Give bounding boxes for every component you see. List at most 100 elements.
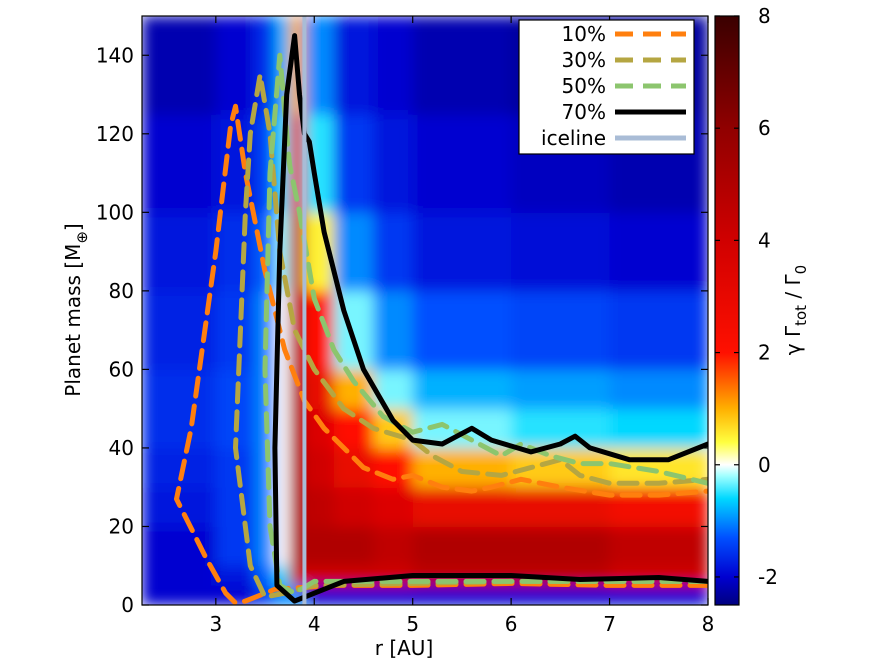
heat-cell: [373, 290, 414, 370]
heat-cell: [289, 212, 305, 292]
heat-cell: [373, 212, 414, 292]
colorbar-label: γ Γtot / Γ0: [781, 265, 810, 355]
heat-cell: [333, 16, 374, 115]
contour-line: [262, 52, 708, 596]
heat-cell: [255, 487, 276, 527]
heat-cell: [289, 565, 305, 586]
heat-cell: [142, 212, 217, 292]
colorbar-tick-label: 2: [758, 341, 771, 365]
heat-cell: [609, 526, 708, 567]
x-axis-label: r [AU]: [375, 636, 434, 660]
heat-cell: [142, 585, 217, 605]
heat-cell: [609, 585, 708, 605]
x-tick-label: 7: [603, 612, 616, 636]
y-label-sub: ⊕: [73, 231, 91, 244]
heat-cell: [333, 585, 374, 605]
heat-cell: [373, 114, 414, 213]
heat-cell: [255, 565, 276, 586]
legend-box: [518, 19, 695, 155]
contour-line: [174, 103, 708, 605]
cbar-label-sub: 0: [792, 265, 810, 275]
x-tick-label: 6: [505, 612, 518, 636]
heat-cell: [142, 526, 217, 567]
heat-cell: [373, 16, 414, 115]
y-tick-label: 80: [109, 279, 134, 303]
y-label-part: Planet mass [M: [61, 244, 85, 397]
heat-cell: [412, 526, 512, 567]
heat-cell: [274, 408, 291, 449]
y-tick-label: 20: [109, 514, 134, 538]
colorbar-tick-label: -2: [758, 565, 778, 589]
heat-cell: [142, 16, 217, 115]
heat-cell: [289, 487, 305, 527]
heat-cell: [333, 212, 374, 292]
heat-cell: [412, 487, 512, 527]
heat-cell: [215, 212, 256, 292]
heat-cell: [333, 526, 374, 567]
heat-cell: [412, 114, 512, 213]
y-tick-label: 100: [96, 200, 134, 224]
heat-cell: [304, 447, 335, 488]
y-tick-label: 0: [121, 593, 134, 617]
heat-cell: [304, 16, 335, 115]
cbar-label-sub: tot: [792, 305, 810, 326]
heat-cell: [142, 408, 217, 449]
y-tick-label: 120: [96, 122, 134, 146]
heat-cell: [289, 408, 305, 449]
heat-cell: [289, 447, 305, 488]
heat-cell: [609, 290, 708, 370]
heat-cell: [142, 447, 217, 488]
legend-label: 30%: [562, 48, 606, 72]
heat-cell: [289, 526, 305, 567]
heat-cell: [304, 526, 335, 567]
heat-cell: [373, 526, 414, 567]
colorbar-tick-label: 0: [758, 453, 771, 477]
x-tick-label: 5: [406, 612, 419, 636]
heat-cell: [609, 408, 708, 449]
colorbar-tick-label: 6: [758, 116, 771, 140]
x-tick-label: 4: [308, 612, 321, 636]
heat-cell: [511, 369, 611, 410]
heat-cell: [142, 114, 217, 213]
plot-frame: [141, 15, 709, 606]
heat-cell: [609, 369, 708, 410]
heat-cell: [215, 487, 256, 527]
colorbar-tick-label: 4: [758, 228, 771, 252]
heat-cell: [412, 369, 512, 410]
heat-cell: [142, 565, 217, 586]
heat-cell: [274, 487, 291, 527]
heat-cell: [373, 585, 414, 605]
legend-label: 50%: [562, 74, 606, 98]
heat-cell: [215, 565, 256, 586]
heat-cell: [412, 585, 512, 605]
heat-cell: [511, 585, 611, 605]
heat-cell: [412, 212, 512, 292]
heat-cell: [412, 290, 512, 370]
heat-cell: [511, 526, 611, 567]
cbar-label-part: / Γ: [781, 273, 805, 304]
x-tick-label: 8: [702, 612, 715, 636]
heat-cell: [511, 290, 611, 370]
heat-cell: [274, 447, 291, 488]
heat-cell: [412, 16, 512, 115]
cbar-label-part: γ Γ: [781, 325, 805, 355]
legend-label: 10%: [562, 22, 606, 46]
heat-cell: [215, 16, 256, 115]
colorbar: [714, 15, 740, 606]
heat-cell: [304, 408, 335, 449]
heat-cell: [333, 114, 374, 213]
contour-line: [272, 33, 708, 604]
y-axis-label: Planet mass [M⊕]: [61, 223, 91, 396]
x-tick-label: 3: [209, 612, 222, 636]
y-tick-label: 60: [109, 357, 134, 381]
y-tick-label: 140: [96, 43, 134, 67]
legend-label: iceline: [541, 126, 606, 150]
heat-cell: [142, 369, 217, 410]
heat-cell: [373, 487, 414, 527]
colorbar-tick-label: 8: [758, 4, 771, 28]
heat-cell: [304, 487, 335, 527]
heat-cell: [373, 369, 414, 410]
heat-cell: [609, 212, 708, 292]
y-tick-label: 40: [109, 436, 134, 460]
